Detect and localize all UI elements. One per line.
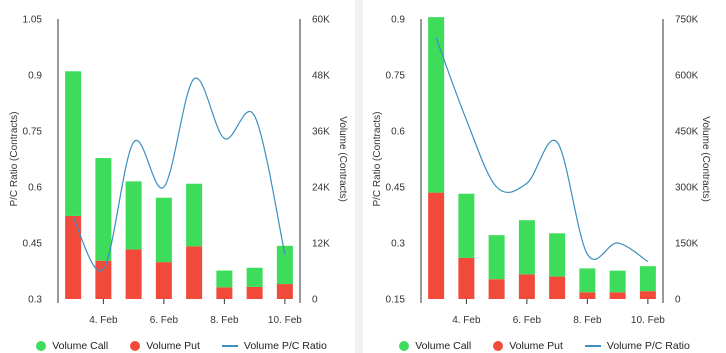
y-tick-label-left: 0.6 [391,127,405,138]
bar-volume-put [609,292,626,299]
y-tick-label-right: 750K [675,15,699,26]
y-tick-label-right: 36K [312,127,330,138]
y-tick-label-right: 60K [312,15,330,26]
legend-item-ratio[interactable]: Volume P/C Ratio [584,340,690,352]
y-axis-title-left: P/C Ratio (Contracts) [372,111,383,206]
y-tick-label-right: 48K [312,71,330,82]
x-tick-label: 8. Feb [573,315,602,326]
legend-right: Volume Call Volume Put Volume P/C Ratio [363,340,726,352]
bar-volume-put [155,262,172,299]
x-tick-label: 4. Feb [89,315,118,326]
bar-volume-put [579,292,596,299]
y-tick-label-right: 24K [312,183,330,194]
bar-volume-put [65,215,82,299]
y-tick-label-right: 0 [312,295,318,306]
x-tick-label: 10. Feb [631,315,665,326]
bar-volume-call [65,71,82,216]
call-dot-icon [36,341,47,351]
legend-label-put: Volume Put [509,340,563,352]
legend-item-call[interactable]: Volume Call [399,340,471,352]
y-axis-title-right: Volume (Contracts) [700,116,711,202]
y-tick-label-right: 12K [312,239,330,250]
bar-volume-put [216,287,233,299]
call-dot-icon [399,341,410,351]
bar-volume-call [95,158,112,261]
legend-left: Volume Call Volume Put Volume P/C Ratio [0,340,363,352]
y-tick-label-right: 450K [675,127,699,138]
legend-item-call[interactable]: Volume Call [36,340,108,352]
x-tick-label: 4. Feb [452,315,481,326]
bar-volume-put [186,246,203,299]
bar-volume-put [518,274,535,299]
y-tick-label-left: 0.6 [28,183,42,194]
x-tick-label: 10. Feb [268,315,302,326]
bar-volume-put [488,279,505,299]
bar-volume-call [518,220,535,275]
x-tick-label: 6. Feb [513,315,542,326]
y-axis-title-left: P/C Ratio (Contracts) [9,111,20,206]
y-tick-label-left: 0.15 [386,295,406,306]
x-tick-label: 8. Feb [210,315,239,326]
x-tick-label: 6. Feb [150,315,179,326]
bar-volume-put [125,249,142,299]
y-tick-label-right: 300K [675,183,699,194]
legend-label-ratio: Volume P/C Ratio [243,340,327,352]
bar-volume-call [246,267,263,287]
y-tick-label-right: 600K [675,71,699,82]
bar-volume-put [276,284,293,299]
bar-volume-put [428,192,445,299]
legend-label-call: Volume Call [415,340,472,352]
chart-left: 1.05 0.9 0.75 0.6 0.45 0.3 60K 48K 36K 24K 12K 0 P/C… [9,15,348,327]
bar-volume-put [246,286,263,299]
bar-volume-call [609,270,626,293]
bar-volume-call [458,193,475,258]
series-line-volume-pc-ratio [72,77,286,272]
chart-panel-left: 1.05 0.9 0.75 0.6 0.45 0.3 60K 48K 36K 24K 12K 0 P/C… [0,14,363,352]
bar-volume-call [155,197,172,263]
legend-item-ratio[interactable]: Volume P/C Ratio [221,340,327,352]
ratio-line-icon [584,345,601,347]
y-tick-label-right: 0 [675,295,681,306]
bar-volume-call [639,266,656,292]
ratio-line-icon [221,345,238,347]
bar-volume-put [549,276,566,299]
y-tick-label-left: 1.05 [23,15,43,26]
bar-volume-call [125,181,142,250]
y-tick-label-left: 0.75 [386,71,406,82]
bar-volume-put [95,260,112,299]
y-tick-label-left: 0.45 [386,183,406,194]
chart-right: 0.9 0.75 0.6 0.45 0.3 0.15 750K 600K 450K 300K 150… [372,15,711,327]
bar-volume-call [428,17,445,193]
y-axis-title-right: Volume (Contracts) [337,116,348,202]
legend-label-ratio: Volume P/C Ratio [606,340,690,352]
y-tick-label-left: 0.3 [28,295,42,306]
y-tick-label-left: 0.9 [391,15,405,26]
y-tick-label-left: 0.45 [23,239,43,250]
y-tick-label-left: 0.9 [28,71,42,82]
y-tick-label-right: 150K [675,239,699,250]
bar-volume-call [186,183,203,247]
bar-volume-put [458,257,475,299]
y-tick-label-left: 0.3 [391,239,405,250]
y-tick-label-left: 0.75 [23,127,43,138]
bar-volume-put [639,291,656,299]
bar-volume-call [276,245,293,285]
chart-panel-right: 0.9 0.75 0.6 0.45 0.3 0.15 750K 600K 450K 300K 150… [363,0,726,353]
bar-volume-call [216,270,233,288]
put-dot-icon [130,341,141,351]
legend-item-put[interactable]: Volume Put [130,340,200,352]
legend-label-call: Volume Call [52,340,109,352]
bar-volume-call [549,233,566,277]
put-dot-icon [493,341,504,351]
legend-label-put: Volume Put [146,340,200,352]
bar-volume-call [488,235,505,280]
bar-volume-call [579,268,596,293]
legend-item-put[interactable]: Volume Put [493,340,563,352]
series-line-volume-pc-ratio [435,37,649,263]
